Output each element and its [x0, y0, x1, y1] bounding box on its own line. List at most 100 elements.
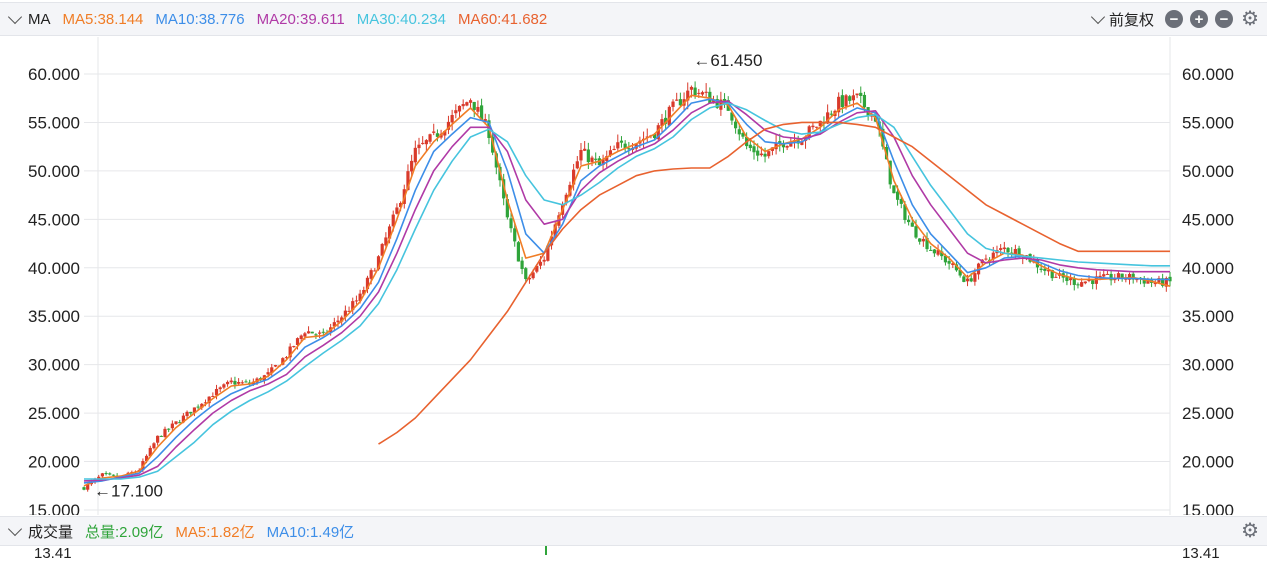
candle-body	[299, 335, 303, 339]
candle-body	[178, 422, 182, 424]
candle-body	[1131, 273, 1135, 280]
grid-lines	[84, 37, 1171, 515]
candle-body	[395, 207, 399, 214]
candle-body	[546, 245, 550, 261]
candle-body	[1098, 275, 1102, 278]
candle-body	[524, 268, 528, 280]
high-price-annotation: ←61.450	[693, 51, 762, 70]
candle-body	[1039, 268, 1043, 270]
candle-body	[270, 367, 274, 374]
candle-body	[653, 133, 657, 139]
y-tick-label-right: 40.000	[1182, 259, 1234, 278]
candle-body	[730, 112, 734, 121]
collapse-chevron-icon[interactable]	[7, 9, 23, 25]
candle-body	[406, 171, 410, 191]
candle-body	[921, 238, 925, 242]
candle-body	[354, 300, 359, 302]
candle-body	[848, 96, 852, 101]
candle-body	[502, 179, 506, 199]
remove-circle-icon[interactable]: −	[1215, 10, 1234, 28]
y-tick-label-left: 25.000	[28, 404, 80, 423]
ma5-value: MA5:38.144	[62, 10, 144, 28]
candle-body	[163, 428, 167, 438]
volume-ma10: MA10:1.49亿	[266, 523, 355, 541]
candle-body	[899, 199, 903, 204]
price-chart: 60.000 55.000 50.000 45.000 40.000 35.000 30.0…	[28, 37, 1234, 515]
candle-body	[468, 100, 473, 103]
candle-body	[583, 148, 587, 151]
candle-body	[111, 474, 116, 476]
y-axis-right: 60.000 55.000 50.000 45.000 40.000 35.000 30.0…	[1182, 65, 1234, 515]
candle-body	[918, 238, 922, 242]
candle-body	[664, 117, 668, 124]
candle-body	[925, 237, 929, 250]
y-tick-label-left: 15.000	[28, 501, 80, 515]
candle-body	[398, 203, 403, 208]
candle-body	[715, 99, 719, 108]
candle-body	[818, 120, 822, 127]
candle-body	[807, 126, 811, 137]
candle-body	[538, 261, 543, 266]
candle-body	[454, 110, 458, 114]
candle-body	[318, 332, 322, 334]
candle-body	[1105, 273, 1110, 275]
candle-body	[244, 381, 248, 383]
indicator-label[interactable]: MA	[28, 10, 51, 28]
candle-body	[1046, 270, 1051, 272]
minus-circle-icon[interactable]: −	[1165, 10, 1184, 28]
ma-indicator-bar: MA MA5:38.144 MA10:38.776 MA20:39.611 MA…	[0, 2, 1267, 36]
candle-body	[590, 157, 594, 162]
candle-body	[1124, 278, 1128, 280]
adjust-dropdown-chevron-icon[interactable]	[1090, 9, 1106, 25]
y-tick-label-right: 15.000	[1182, 501, 1234, 515]
annotations: ←61.450 ←17.100	[94, 51, 762, 501]
candle-body	[660, 119, 664, 126]
settings-gear-icon[interactable]: ⚙	[1241, 8, 1259, 30]
candle-body	[837, 96, 841, 113]
candle-body	[1146, 281, 1150, 284]
candle-body	[542, 259, 546, 262]
plus-circle-icon[interactable]: +	[1190, 10, 1209, 28]
volume-bar-peak	[545, 546, 547, 555]
candle-body	[844, 95, 848, 107]
candle-body	[218, 387, 222, 390]
candle-body	[82, 487, 86, 490]
candle-body	[446, 121, 451, 130]
candle-body	[148, 447, 152, 457]
candle-body	[237, 382, 241, 384]
candle-body	[1010, 252, 1014, 254]
candle-body	[417, 144, 421, 149]
candle-body	[336, 320, 340, 323]
candle-body	[741, 133, 745, 137]
ma30-value: MA30:40.234	[356, 10, 446, 28]
candle-body	[196, 406, 200, 408]
candle-body	[520, 260, 524, 269]
candle-body	[1091, 280, 1095, 284]
candle-body	[306, 331, 311, 334]
candle-body	[535, 265, 539, 272]
candle-body	[704, 91, 708, 93]
volume-settings-gear-icon[interactable]: ⚙	[1241, 520, 1259, 542]
y-tick-label-left: 30.000	[28, 356, 80, 375]
volume-collapse-chevron-icon[interactable]	[7, 521, 23, 537]
candle-body	[553, 224, 557, 237]
candle-body	[156, 435, 160, 443]
candle-body	[1065, 277, 1069, 282]
candle-body	[895, 191, 900, 200]
candle-body	[693, 87, 697, 96]
low-price-annotation: ←17.100	[94, 482, 163, 501]
candle-body	[800, 141, 804, 145]
candle-body	[391, 214, 395, 227]
candle-body	[1116, 273, 1121, 279]
adjust-mode-dropdown[interactable]: 前复权	[1109, 11, 1155, 29]
candle-body	[851, 95, 856, 101]
candle-body	[1127, 273, 1132, 280]
volume-label[interactable]: 成交量	[28, 523, 74, 541]
candle-body	[222, 384, 226, 388]
y-tick-label-right: 30.000	[1182, 356, 1234, 375]
candle-body	[1002, 247, 1006, 250]
candle-body	[616, 142, 620, 149]
candle-body	[829, 113, 833, 115]
y-tick-label-left: 60.000	[28, 65, 80, 84]
candle-body	[373, 270, 377, 272]
